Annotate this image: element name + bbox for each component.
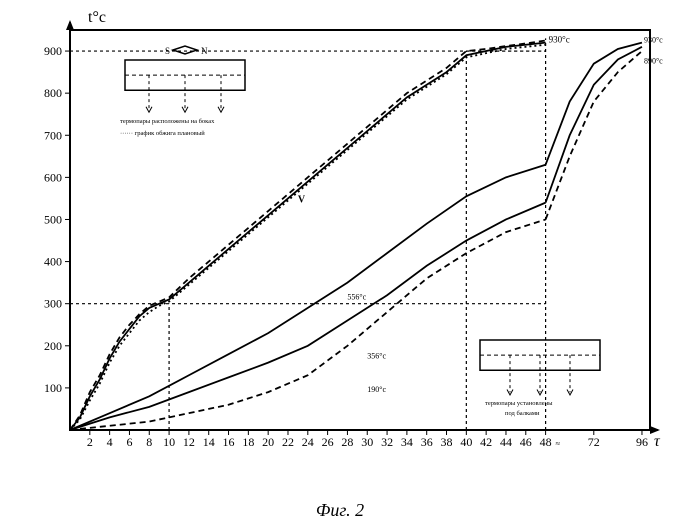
svg-text:≈: ≈ <box>555 439 560 448</box>
svg-text:40: 40 <box>460 435 472 449</box>
svg-text:800: 800 <box>44 86 62 100</box>
svg-text:термопары расположены на боках: термопары расположены на боках <box>120 118 215 125</box>
svg-text:14: 14 <box>203 435 215 449</box>
svg-text:44: 44 <box>500 435 512 449</box>
svg-text:46: 46 <box>520 435 532 449</box>
svg-text:400: 400 <box>44 255 62 269</box>
svg-text:16: 16 <box>223 435 235 449</box>
svg-text:930°c: 930°c <box>644 36 663 45</box>
svg-text:356°c: 356°c <box>367 351 386 360</box>
svg-text:900: 900 <box>44 44 62 58</box>
svg-text:20: 20 <box>262 435 274 449</box>
svg-text:72: 72 <box>588 435 600 449</box>
svg-text:······ график обжига плановый: ······ график обжига плановый <box>120 130 205 137</box>
svg-text:2: 2 <box>87 435 93 449</box>
chart-svg: 1002003004005006007008009002468101214161… <box>0 0 680 500</box>
svg-text:38: 38 <box>441 435 453 449</box>
svg-text:4: 4 <box>107 435 113 449</box>
svg-text:24: 24 <box>302 435 314 449</box>
svg-text:S: S <box>165 46 170 56</box>
svg-text:34: 34 <box>401 435 413 449</box>
svg-text:6: 6 <box>126 435 132 449</box>
svg-text:10: 10 <box>163 435 175 449</box>
svg-text:36: 36 <box>421 435 433 449</box>
svg-text:под балками: под балками <box>505 410 540 417</box>
svg-text:42: 42 <box>480 435 492 449</box>
svg-text:700: 700 <box>44 128 62 142</box>
svg-text:τ: τ <box>654 433 661 450</box>
figure-caption: Фиг. 2 <box>0 500 680 521</box>
chart-container: 1002003004005006007008009002468101214161… <box>0 0 680 500</box>
svg-text:термопары установлены: термопары установлены <box>485 400 553 407</box>
svg-text:300: 300 <box>44 297 62 311</box>
svg-text:32: 32 <box>381 435 393 449</box>
svg-text:28: 28 <box>341 435 353 449</box>
svg-text:12: 12 <box>183 435 195 449</box>
svg-text:556°c: 556°c <box>347 292 366 301</box>
svg-text:96: 96 <box>636 435 648 449</box>
svg-text:V: V <box>298 195 306 206</box>
svg-text:500: 500 <box>44 212 62 226</box>
svg-text:8: 8 <box>146 435 152 449</box>
svg-text:600: 600 <box>44 170 62 184</box>
svg-text:190°c: 190°c <box>367 385 386 394</box>
svg-text:100: 100 <box>44 381 62 395</box>
svg-text:22: 22 <box>282 435 294 449</box>
svg-text:26: 26 <box>322 435 334 449</box>
svg-text:t°c: t°c <box>88 9 106 26</box>
svg-text:930°c: 930°c <box>549 35 570 45</box>
svg-text:890°c: 890°c <box>644 57 663 66</box>
svg-text:18: 18 <box>242 435 254 449</box>
svg-text:48: 48 <box>540 435 552 449</box>
svg-text:N: N <box>201 46 208 56</box>
svg-text:200: 200 <box>44 339 62 353</box>
svg-text:30: 30 <box>361 435 373 449</box>
